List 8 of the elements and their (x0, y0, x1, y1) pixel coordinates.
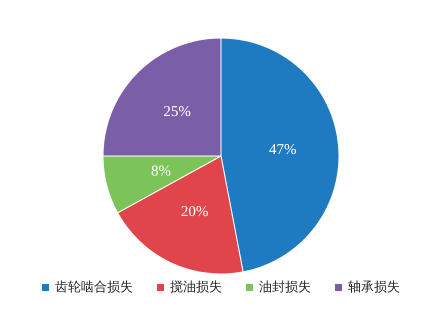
data-label: 47% (268, 142, 296, 158)
data-label: 20% (180, 204, 208, 220)
legend-label: 轴承损失 (348, 280, 400, 295)
data-label: 8% (150, 163, 171, 180)
legend-label: 齿轮啮合损失 (55, 280, 133, 295)
legend-label: 搅油损失 (170, 280, 222, 295)
legend-label: 油封损失 (259, 280, 311, 295)
data-label: 25% (163, 104, 191, 120)
